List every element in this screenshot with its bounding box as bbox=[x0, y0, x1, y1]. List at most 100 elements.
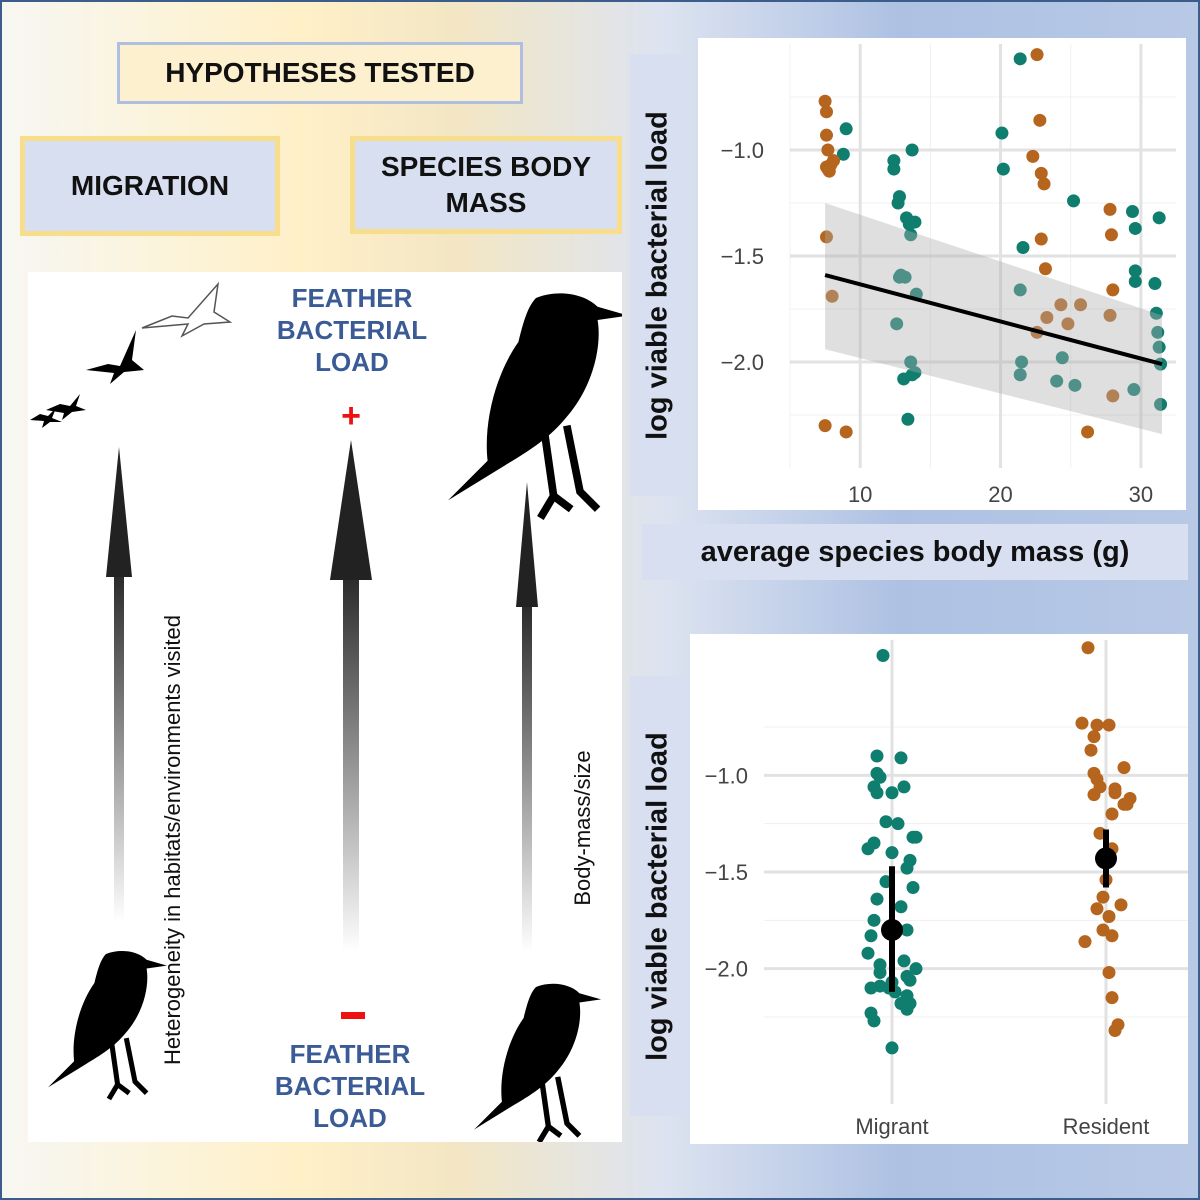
resident-point bbox=[819, 128, 833, 142]
migrant-point bbox=[1013, 283, 1027, 297]
migrant-point bbox=[891, 817, 905, 831]
resident-point bbox=[1114, 898, 1128, 912]
resident-point bbox=[1033, 113, 1047, 127]
resident-point bbox=[839, 425, 853, 439]
resident-point bbox=[821, 143, 835, 157]
migrant-point bbox=[900, 861, 914, 875]
resident-point bbox=[1120, 797, 1134, 811]
resident-point bbox=[1102, 966, 1116, 980]
resident-point bbox=[1102, 909, 1116, 923]
y-tick-label: −2.0 bbox=[721, 350, 764, 375]
migrant-point bbox=[870, 786, 884, 800]
resident-point bbox=[1081, 425, 1095, 439]
migrant-point bbox=[900, 923, 914, 937]
migrant-point bbox=[836, 147, 850, 161]
migrant-point bbox=[1055, 351, 1069, 365]
migrant-point bbox=[1067, 194, 1081, 208]
ylabel-box-bottom: log viable bacterial load bbox=[630, 676, 686, 1116]
plus-sign: + bbox=[341, 397, 361, 435]
migrant-point bbox=[1152, 211, 1166, 225]
habitat-arrow-icon bbox=[106, 447, 132, 922]
y-tick-label: −1.5 bbox=[721, 244, 764, 269]
x-tick-label: Resident bbox=[1063, 1114, 1150, 1139]
resident-point bbox=[1102, 718, 1116, 732]
migrant-point bbox=[1128, 221, 1142, 235]
migrant-point bbox=[861, 842, 875, 856]
migrant-point bbox=[908, 215, 922, 229]
y-axis-label-top: log viable bacterial load bbox=[641, 111, 674, 440]
migrant-point bbox=[1128, 264, 1142, 278]
migrant-point bbox=[1151, 325, 1165, 339]
migrant-point bbox=[995, 126, 1009, 140]
resident-point bbox=[822, 164, 836, 178]
migrant-point bbox=[903, 973, 917, 987]
minus-sign-icon bbox=[341, 1012, 365, 1019]
migrant-point bbox=[1128, 274, 1142, 288]
migrant-point bbox=[906, 880, 920, 894]
resident-point bbox=[1108, 1024, 1122, 1038]
resident-point bbox=[1034, 166, 1048, 180]
resident-point bbox=[1117, 761, 1131, 775]
mean-point bbox=[1095, 847, 1117, 870]
migrant-point bbox=[1149, 306, 1163, 320]
diagram-graphics: + bbox=[30, 281, 622, 1142]
migrant-point bbox=[1016, 241, 1030, 255]
habitat-axis-label: Heterogeneity in habitats/environments v… bbox=[160, 614, 185, 1066]
body-mass-axis-label: Body-mass/size bbox=[570, 750, 595, 906]
x-axis-label-top: average species body mass (g) bbox=[642, 524, 1188, 580]
migrant-point bbox=[897, 372, 911, 386]
resident-point bbox=[1074, 298, 1088, 312]
bird-silhouette-icon bbox=[448, 293, 622, 518]
migrant-point bbox=[870, 749, 884, 763]
hypotheses-title: HYPOTHESES TESTED bbox=[117, 42, 523, 104]
x-tick-label: Migrant bbox=[855, 1114, 928, 1139]
migrant-point bbox=[1015, 355, 1029, 369]
resident-point bbox=[1105, 991, 1119, 1005]
x-tick-label: 20 bbox=[988, 482, 1012, 507]
resident-point bbox=[1026, 149, 1040, 163]
bird-silhouette-icon bbox=[474, 984, 601, 1142]
resident-point bbox=[827, 154, 841, 168]
migrant-point bbox=[1148, 277, 1162, 291]
migrant-point bbox=[897, 954, 911, 968]
resident-point bbox=[1078, 935, 1092, 949]
y-tick-label: −1.5 bbox=[705, 860, 748, 885]
mean-point bbox=[881, 919, 903, 941]
migrant-point bbox=[864, 929, 878, 943]
resident-point bbox=[1108, 786, 1122, 800]
migrant-point bbox=[996, 162, 1010, 176]
resident-point bbox=[1090, 718, 1104, 732]
migrant-point bbox=[839, 122, 853, 136]
feather-load-label-top: FEATHER BACTERIAL LOAD bbox=[276, 283, 428, 377]
y-axis-label-bottom: log viable bacterial load bbox=[641, 732, 674, 1061]
resident-point bbox=[1104, 228, 1118, 242]
resident-point bbox=[1105, 929, 1119, 943]
migrant-point bbox=[873, 770, 887, 784]
migrant-point bbox=[873, 958, 887, 972]
migrant-point bbox=[908, 366, 922, 380]
migrant-point bbox=[904, 228, 918, 242]
migrant-point bbox=[1013, 52, 1027, 66]
migrant-point bbox=[892, 190, 906, 204]
resident-point bbox=[1087, 788, 1101, 802]
migrant-point bbox=[894, 900, 908, 914]
migrant-point bbox=[887, 162, 901, 176]
resident-point bbox=[825, 289, 839, 303]
resident-point bbox=[1081, 641, 1095, 655]
mass-scatter-chart: 10 20 30 −1.0 −1.5 −2.0 bbox=[721, 44, 1176, 507]
resident-point bbox=[819, 105, 833, 119]
migrant-point bbox=[1013, 368, 1027, 382]
resident-point bbox=[1105, 807, 1119, 821]
bacterial-load-arrow-icon bbox=[330, 440, 372, 952]
migrant-point bbox=[885, 846, 899, 860]
y-tick-label: −2.0 bbox=[705, 957, 748, 982]
resident-point bbox=[1030, 48, 1044, 62]
resident-point bbox=[819, 230, 833, 244]
migrant-point bbox=[867, 1014, 881, 1028]
ylabel-box-top: log viable bacterial load bbox=[630, 54, 686, 496]
resident-point bbox=[818, 94, 832, 108]
resident-point bbox=[1084, 743, 1098, 757]
resident-point bbox=[1103, 202, 1117, 216]
y-tick-label: −1.0 bbox=[721, 138, 764, 163]
